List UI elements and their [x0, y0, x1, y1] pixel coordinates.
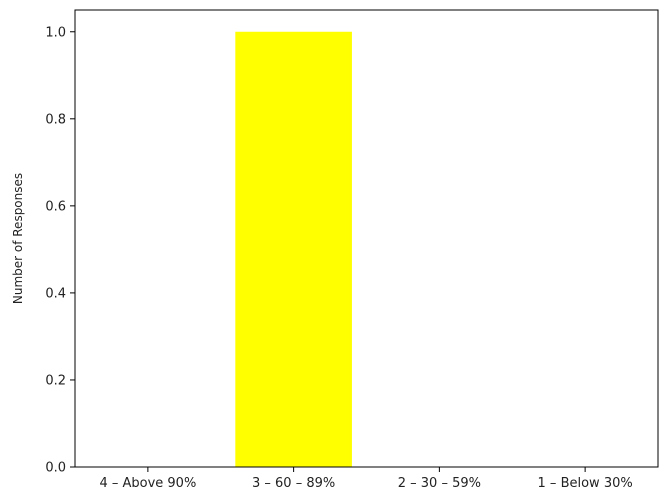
y-tick-label: 0.6 [45, 199, 66, 214]
y-tick-label: 0.8 [45, 112, 66, 127]
y-axis: 0.0 0.2 0.4 0.6 0.8 1.0 [45, 25, 75, 476]
x-tick-label: 1 – Below 30% [538, 476, 633, 491]
bar [235, 31, 352, 468]
x-axis: 4 – Above 90% 3 – 60 – 89% 2 – 30 – 59% 1 –… [99, 467, 633, 491]
x-tick-label: 2 – 30 – 59% [398, 476, 481, 491]
x-tick-label: 4 – Above 90% [99, 476, 196, 491]
bars-group [235, 31, 352, 468]
plot-frame [74, 9, 659, 468]
y-tick-label: 0.0 [45, 461, 66, 476]
y-axis-label: Number of Responses [11, 173, 25, 304]
y-tick-label: 0.4 [45, 286, 66, 301]
y-tick-label: 0.2 [45, 373, 66, 388]
x-tick-label: 3 – 60 – 89% [252, 476, 335, 491]
y-tick-label: 1.0 [45, 25, 66, 40]
